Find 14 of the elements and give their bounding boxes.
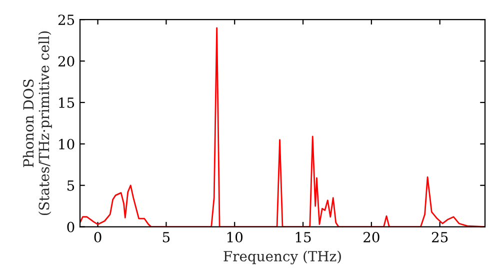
x-tick-label: 15 bbox=[296, 232, 311, 242]
x-tick-label: 10 bbox=[227, 232, 243, 242]
x-tick-label: 20 bbox=[364, 232, 380, 242]
x-tick-label: 5 bbox=[162, 232, 170, 242]
y-tick-label: 20 bbox=[58, 56, 74, 67]
y-tick-label: 10 bbox=[59, 138, 74, 150]
y-tick-label: 25 bbox=[58, 14, 74, 26]
x-tick-label: 25 bbox=[432, 232, 448, 242]
x-tick-label: 0 bbox=[94, 232, 102, 242]
y-tick-label: 0 bbox=[67, 222, 74, 232]
y-tick-label: 5 bbox=[67, 180, 74, 191]
y-tick-label: 15 bbox=[59, 97, 74, 108]
y-axis-title: Phonon DOS (States/THz·primitive cell) bbox=[22, 31, 52, 216]
x-axis-title: Frequency (THz) bbox=[224, 250, 341, 264]
